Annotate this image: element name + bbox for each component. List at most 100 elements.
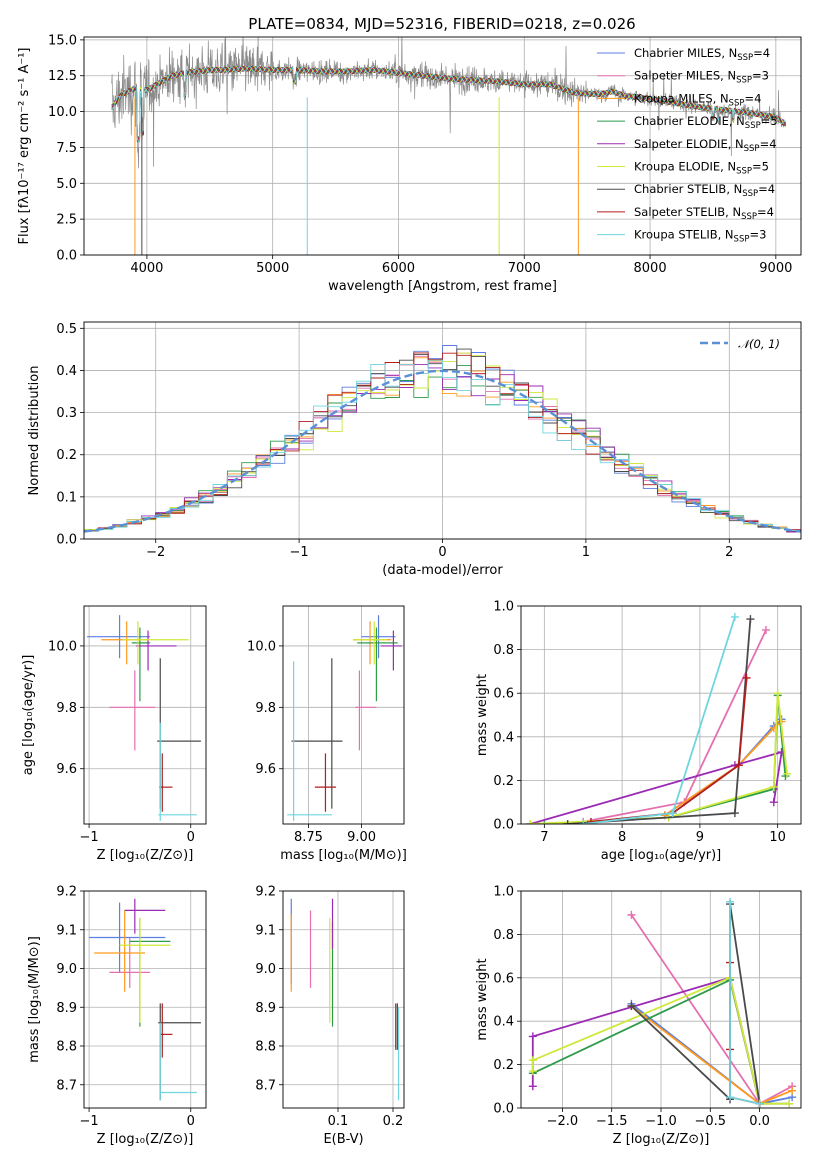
axis-ticks: −2 −1 0 1 2 0.0 0.1 0.2 0.3 0.4 0.5 xyxy=(56,322,733,560)
mass-vs-ebv-panel: 0.1 0.2 8.7 8.8 8.9 9.0 9.1 9.2 E(B-V) xyxy=(255,885,405,1147)
plot-area xyxy=(290,898,400,1101)
y-tick-label: 9.6 xyxy=(255,762,276,777)
mass-weight-marker xyxy=(769,798,778,807)
legend-count: =5 xyxy=(761,114,778,128)
plot-area xyxy=(287,615,402,821)
y-tick-label: 5.0 xyxy=(56,177,77,192)
x-tick-label: 0 xyxy=(187,830,195,845)
y-tick-label: 0.0 xyxy=(56,249,77,264)
legend-name: Kroupa STELIB, N xyxy=(634,228,734,242)
mass-weight-marker xyxy=(788,1086,797,1095)
y-tick-label: 0.4 xyxy=(493,1015,514,1030)
legend-entry: Salpeter STELIB, NSSP=4 xyxy=(634,205,774,222)
mass-weight-marker xyxy=(746,615,755,624)
y-tick-label: 9.8 xyxy=(56,701,77,716)
axis-ticks: 0.1 0.2 8.7 8.8 8.9 9.0 9.1 9.2 xyxy=(255,885,403,1130)
legend-name: Chabrier STELIB, N xyxy=(634,182,742,196)
legend-subscript: SSP xyxy=(737,53,753,63)
y-axis-label: Normed distribution xyxy=(27,366,42,496)
x-tick-label: −1 xyxy=(79,1114,98,1129)
legend-name: Kroupa MILES, N xyxy=(634,91,729,105)
y-tick-label: 0.4 xyxy=(493,730,514,745)
legend-entry: Kroupa STELIB, NSSP=3 xyxy=(634,228,766,245)
y-tick-label: 8.8 xyxy=(255,1040,276,1055)
x-tick-label: 7000 xyxy=(508,261,541,276)
legend-name: Salpeter STELIB, N xyxy=(634,205,741,219)
x-axis-label: mass [log₁₀(M/M⊙)] xyxy=(280,848,407,863)
y-tick-label: 0.5 xyxy=(56,322,77,337)
mass-weight-marker xyxy=(540,820,549,824)
x-axis-label: Z [log₁₀(Z/Z⊙)] xyxy=(97,1132,194,1147)
mass-weight-marker xyxy=(726,897,735,906)
spectrum-legend: Chabrier MILES, NSSP=4 Salpeter MILES, NS… xyxy=(597,46,778,245)
mass-weight-line xyxy=(583,629,767,823)
x-axis-label: E(B-V) xyxy=(323,1132,363,1147)
y-tick-label: 0.1 xyxy=(56,490,77,505)
mass-weight-marker xyxy=(627,1002,636,1011)
x-tick-label: 6000 xyxy=(382,261,415,276)
mass-weight-marker xyxy=(783,769,791,778)
age-vs-mass-panel: 8.75 9.00 9.6 9.8 10.0 mass [log₁₀(M/M⊙)] xyxy=(247,605,407,863)
axis-ticks: 8.75 9.00 9.6 9.8 10.0 xyxy=(247,639,376,845)
legend-entry: Chabrier MILES, NSSP=4 xyxy=(634,46,770,63)
x-tick-label: 8 xyxy=(618,830,626,845)
mass-weight-marker xyxy=(579,820,588,824)
axis-ticks: −2.0 −1.5 −1.0 −0.5 0.0 0.0 0.2 0.4 0.6 0.8 1.0 xyxy=(493,885,770,1130)
y-tick-label: 8.7 xyxy=(255,1078,276,1093)
x-axis-label: age [log₁₀(age/yr)] xyxy=(601,848,722,863)
legend-count: =3 xyxy=(749,228,766,242)
x-tick-label: −2.0 xyxy=(547,1114,579,1129)
axis-ticks: 7 8 9 10 0.0 0.2 0.4 0.6 0.8 1.0 xyxy=(493,600,786,846)
legend-subscript: SSP xyxy=(742,189,758,199)
y-axis-label: mass weight xyxy=(475,674,490,756)
axes-frame xyxy=(83,36,802,256)
mass-weight-marker xyxy=(785,1099,794,1108)
x-tick-label: 8.75 xyxy=(294,830,323,845)
legend-entry: Salpeter MILES, NSSP=3 xyxy=(634,69,769,86)
axes-frame xyxy=(282,605,405,825)
mass-weight-line xyxy=(544,695,787,824)
y-tick-label: 0.0 xyxy=(493,818,514,833)
x-tick-label: 0.0 xyxy=(749,1114,770,1129)
y-tick-label: 9.2 xyxy=(56,885,77,900)
legend-entry: 𝒩(0, 1) xyxy=(738,337,780,351)
mass-weight-marker xyxy=(563,820,572,824)
x-tick-label: 0 xyxy=(438,545,446,560)
age-vs-metallicity-panel: −1 0 9.6 9.8 10.0 Z [log₁₀(Z/Z⊙)] age [log₁₀(a… xyxy=(21,605,207,863)
y-tick-label: 9.0 xyxy=(56,962,77,977)
y-tick-label: 8.7 xyxy=(56,1078,77,1093)
mass-weight-marker xyxy=(526,820,535,824)
mass-weight-line xyxy=(583,616,736,824)
x-tick-label: 9 xyxy=(696,830,704,845)
y-tick-label: 1.0 xyxy=(493,600,514,615)
mass-weight-marker xyxy=(726,1093,735,1102)
spectrum-panel: 4000 5000 6000 7000 8000 9000 0.0 2.5 5.0 7.5 10.0… xyxy=(17,33,802,294)
y-axis-label: mass [log₁₀(M/M⊙)] xyxy=(27,936,42,1063)
axis-ticks: 4000 5000 6000 7000 8000 9000 0.0 2.5 5.0 7.5 10.0… xyxy=(48,33,792,276)
massweight-vs-metallicity-panel: −2.0 −1.5 −1.0 −0.5 0.0 0.0 0.2 0.4 0.6 0.8 1.0 Z [… xyxy=(475,885,802,1147)
plot-area xyxy=(89,898,201,1101)
mass-weight-marker xyxy=(730,612,739,621)
legend-subscript: SSP xyxy=(729,98,745,108)
legend-subscript: SSP xyxy=(744,144,760,154)
mass-weight-marker xyxy=(769,782,778,791)
legend-name: Kroupa ELODIE, N xyxy=(634,160,736,174)
x-tick-label: 1 xyxy=(582,545,590,560)
y-tick-label: 0.2 xyxy=(493,774,514,789)
plot-area xyxy=(111,37,787,255)
axes-frame xyxy=(83,890,207,1109)
y-tick-label: 2.5 xyxy=(56,213,77,228)
legend-count: =4 xyxy=(758,182,775,196)
y-tick-label: 8.9 xyxy=(255,1001,276,1016)
axis-ticks: −1 0 9.6 9.8 10.0 xyxy=(48,639,195,845)
x-tick-label: 8000 xyxy=(634,261,667,276)
residuals-histogram-panel: −2 −1 0 1 2 0.0 0.1 0.2 0.3 0.4 0.5 (data-model)/er… xyxy=(27,321,802,578)
x-tick-label: −1 xyxy=(79,830,98,845)
x-tick-label: 5000 xyxy=(256,261,289,276)
x-tick-label: −2 xyxy=(146,545,165,560)
legend-subscript: SSP xyxy=(736,167,752,177)
mass-weight-line xyxy=(531,976,761,1104)
legend-entry: Chabrier STELIB, NSSP=4 xyxy=(634,182,775,199)
plot-area xyxy=(526,612,791,824)
y-axis-label: Flux [fλ10⁻¹⁷ erg cm⁻² s⁻¹ A⁻¹] xyxy=(17,48,32,245)
